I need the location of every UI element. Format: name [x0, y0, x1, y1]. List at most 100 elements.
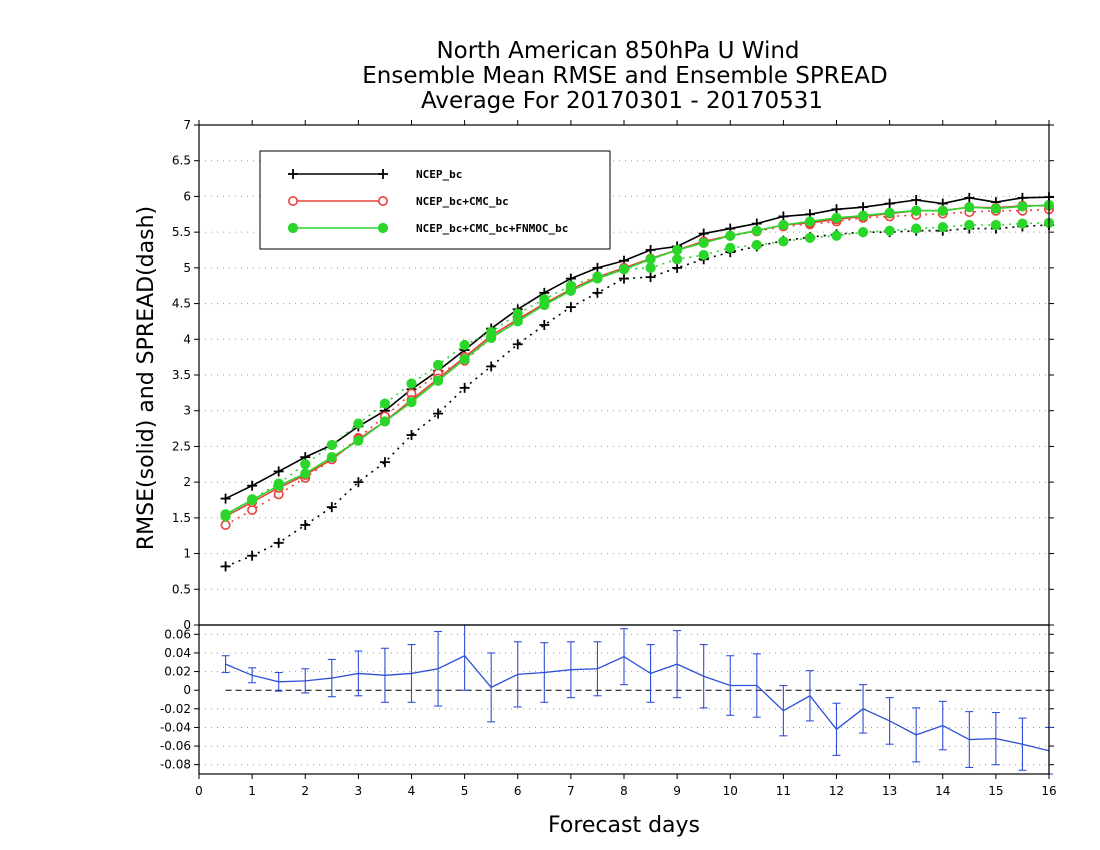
rmse-point: [804, 216, 816, 227]
series-2: [220, 199, 1055, 522]
spread-point: [379, 457, 390, 468]
rmse-point: [858, 202, 869, 213]
spread-point: [831, 230, 842, 241]
y-tick-label: 5.5: [172, 225, 191, 239]
legend-marker: [288, 169, 298, 179]
spread-point: [353, 477, 364, 488]
y-tick-label: 4: [183, 332, 191, 346]
y-tick-label: 5: [183, 261, 191, 275]
y-tick-label: 0.04: [164, 646, 191, 660]
error-bar: [752, 653, 761, 718]
diff-line: [225, 654, 1050, 752]
error-bar: [938, 700, 947, 751]
spread-point: [406, 430, 417, 440]
spread-point: [990, 219, 1001, 231]
y-tick-label: -0.04: [160, 720, 191, 734]
x-tick-label: 8: [620, 784, 628, 798]
x-tick-label: 1: [248, 784, 256, 798]
error-bar: [912, 707, 921, 763]
rmse-point: [778, 219, 789, 231]
legend-entry-1: NCEP_bc+CMC_bc: [287, 195, 509, 208]
x-tick-label: 7: [567, 784, 575, 798]
bottom-panel-y-ticks: -0.08 -0.06 -0.04 -0.02 0 0.02 0.04 0.06: [160, 627, 1054, 772]
rmse-point: [751, 225, 762, 236]
spread-point: [645, 262, 656, 273]
spread-point: [273, 537, 284, 548]
spread-point: [619, 273, 629, 284]
error-bar: [1018, 717, 1027, 771]
spread-point: [672, 254, 683, 265]
spread-point: [884, 225, 895, 236]
spread-point: [379, 398, 391, 409]
error-bar: [566, 641, 575, 699]
spread-point: [512, 339, 523, 350]
legend-marker: [378, 169, 388, 179]
diff-series-0: [221, 624, 1053, 775]
y-tick-label: 1.5: [172, 511, 191, 525]
rmse-point: [220, 493, 231, 504]
error-bar: [726, 655, 735, 716]
legend-entry-2: NCEP_bc+CMC_bc+FNMOC_bc: [287, 222, 568, 235]
spread-point: [645, 272, 656, 283]
rmse-point: [459, 354, 470, 365]
spread-line: [225, 222, 1050, 518]
x-tick-label: 3: [355, 784, 363, 798]
bottom-panel-frame: [198, 624, 1050, 775]
y-tick-label: 6: [183, 189, 191, 203]
error-bar: [221, 655, 230, 674]
y-axis-label: RMSE(solid) and SPREAD(dash): [134, 206, 159, 550]
rmse-point: [512, 316, 523, 327]
legend-label: NCEP_bc+CMC_bc+FNMOC_bc: [416, 222, 568, 235]
x-tick-label: 4: [408, 784, 416, 798]
spread-point: [698, 249, 709, 261]
spread-point: [247, 550, 258, 561]
rmse-point: [990, 203, 1001, 214]
top-panel-grid: [199, 160, 1049, 590]
rmse-point: [964, 192, 975, 203]
spread-point: [539, 320, 550, 330]
legend-marker: [287, 196, 298, 207]
bottom-panel-series: [221, 624, 1053, 775]
error-bar: [779, 684, 788, 737]
x-tick-label: 5: [461, 784, 469, 798]
legend-marker: [377, 222, 389, 234]
x-tick-label: 2: [301, 784, 309, 798]
rmse-point: [273, 466, 284, 477]
rmse-point: [778, 211, 789, 222]
rmse-point: [857, 210, 869, 221]
rmse-point: [698, 237, 709, 248]
x-tick-label: 15: [988, 784, 1003, 798]
top-panel-series: [220, 192, 1055, 572]
rmse-line: [225, 204, 1050, 515]
legend-box: [259, 150, 611, 250]
error-bar: [832, 702, 841, 756]
y-tick-label: 3.5: [172, 368, 191, 382]
rmse-point: [645, 245, 656, 255]
error-bar: [646, 644, 655, 703]
spread-point: [911, 223, 922, 234]
error-bar: [248, 667, 257, 684]
spread-point: [459, 382, 470, 393]
legend-entry-0: NCEP_bc: [288, 168, 462, 181]
spread-point: [432, 359, 444, 371]
spread-point: [459, 339, 470, 351]
rmse-point: [1017, 201, 1028, 212]
x-tick-label: 13: [882, 784, 897, 798]
top-panel-y-ticks: 0 0.5 1 1.5 2 2.5 3 3.5 4 4.5 5 5.5 6 6.5 7: [172, 118, 1054, 632]
y-tick-label: 4.5: [172, 297, 191, 311]
spread-point: [1017, 218, 1028, 229]
x-tick-label: 10: [723, 784, 738, 798]
spread-point: [725, 242, 736, 253]
y-tick-label: 0.5: [172, 582, 191, 596]
y-tick-label: 2: [183, 475, 191, 489]
spread-line: [225, 208, 1050, 526]
spread-point: [937, 222, 948, 233]
rmse-point: [911, 195, 922, 205]
x-axis-ticks: 0 1 2 3 4 5 6 7 8 9 10 11 12 13 14 15 16: [195, 120, 1057, 798]
rmse-point: [964, 202, 975, 213]
rmse-point: [432, 375, 444, 386]
rmse-point: [565, 285, 576, 296]
rmse-point: [486, 332, 497, 343]
bottom-panel-grid: [199, 633, 1049, 766]
